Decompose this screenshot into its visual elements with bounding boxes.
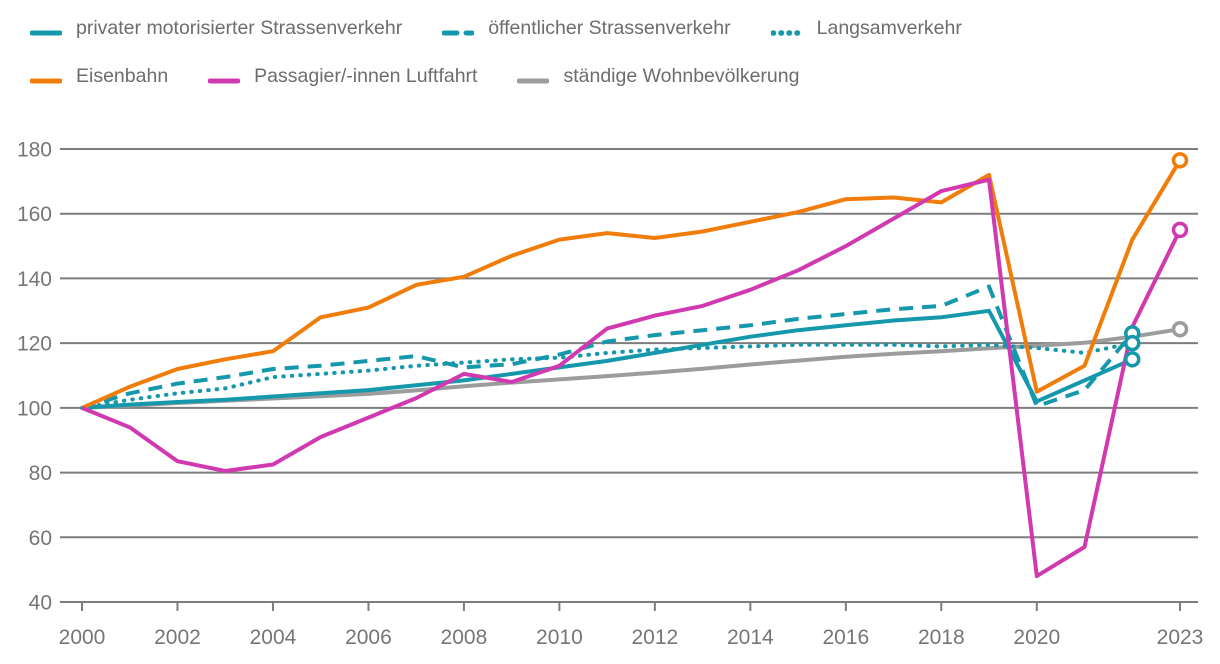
legend-row-2: Eisenbahn Passagier/-innen Luftfahrt stä…: [29, 56, 1200, 96]
legend-item-luftfahrt[interactable]: Passagier/-innen Luftfahrt: [207, 64, 478, 88]
series-line-miv: [81, 308, 1134, 410]
x-axis-label: 2020: [1013, 626, 1060, 649]
x-axis-label: 2012: [632, 626, 679, 649]
legend-item-label: ständige Wohnbevölkerung: [563, 64, 800, 87]
legend-item-bevoelkerung[interactable]: ständige Wohnbevölkerung: [516, 64, 800, 88]
series-line-luftfahrt: [81, 177, 1182, 579]
legend-item-label: Eisenbahn: [76, 64, 169, 87]
x-axis-label: 2000: [59, 626, 106, 649]
line-dashed-teal-swatch-icon: [441, 24, 475, 36]
legend-item-oev-strasse[interactable]: öffentlicher Strassenverkehr: [441, 16, 731, 40]
x-axis-label: 2010: [536, 626, 583, 649]
y-axis-label: 40: [29, 592, 52, 615]
y-axis-label: 180: [17, 139, 52, 162]
x-axis-label: 2002: [154, 626, 201, 649]
series-line-eisenbahn: [81, 159, 1182, 410]
legend-item-label: Passagier/-innen Luftfahrt: [254, 64, 478, 87]
legend-item-label: Langsamverkehr: [816, 16, 962, 39]
series-endpoint-bevoelkerung: [1171, 320, 1189, 338]
legend-item-label: privater motorisierter Strassenverkehr: [76, 16, 403, 39]
y-axis-label: 80: [29, 462, 52, 485]
line-solid-magenta-swatch-icon: [207, 72, 241, 84]
legend-item-langsamverkehr[interactable]: Langsamverkehr: [769, 16, 962, 40]
x-axis-label: 2023: [1157, 626, 1204, 649]
series-endpoint-langsamverkehr: [1124, 334, 1141, 352]
y-axis-label: 100: [17, 397, 52, 420]
legend-item-label: öffentlicher Strassenverkehr: [488, 16, 731, 39]
series-line-langsamverkehr: [80, 341, 1135, 410]
y-axis-label: 140: [17, 268, 52, 291]
chart-legend: privater motorisierter Strassenverkehr ö…: [29, 8, 1200, 104]
x-axis-label: 2004: [250, 626, 297, 649]
line-solid-teal-swatch-icon: [29, 24, 63, 36]
y-axis-label: 60: [29, 527, 52, 550]
legend-row-1: privater motorisierter Strassenverkehr ö…: [29, 8, 1200, 48]
x-axis-label: 2008: [441, 626, 488, 649]
line-dotted-teal-swatch-icon: [769, 24, 804, 36]
y-axis-label: 160: [17, 203, 52, 226]
line-solid-gray-swatch-icon: [516, 72, 550, 84]
series-line-oev-strasse: [81, 284, 1134, 410]
x-axis-label: 2016: [822, 626, 869, 649]
series-endpoint-eisenbahn: [1171, 152, 1189, 169]
y-axis-label: 120: [17, 333, 52, 356]
line-solid-orange-swatch-icon: [29, 72, 63, 84]
x-axis-label: 2018: [918, 626, 965, 649]
series-endpoint-miv: [1124, 351, 1141, 368]
legend-item-miv[interactable]: privater motorisierter Strassenverkehr: [29, 16, 403, 40]
x-axis-label: 2006: [345, 626, 392, 649]
legend-item-eisenbahn[interactable]: Eisenbahn: [29, 64, 169, 88]
series-endpoint-luftfahrt: [1171, 221, 1189, 239]
x-axis-label: 2014: [727, 626, 774, 649]
